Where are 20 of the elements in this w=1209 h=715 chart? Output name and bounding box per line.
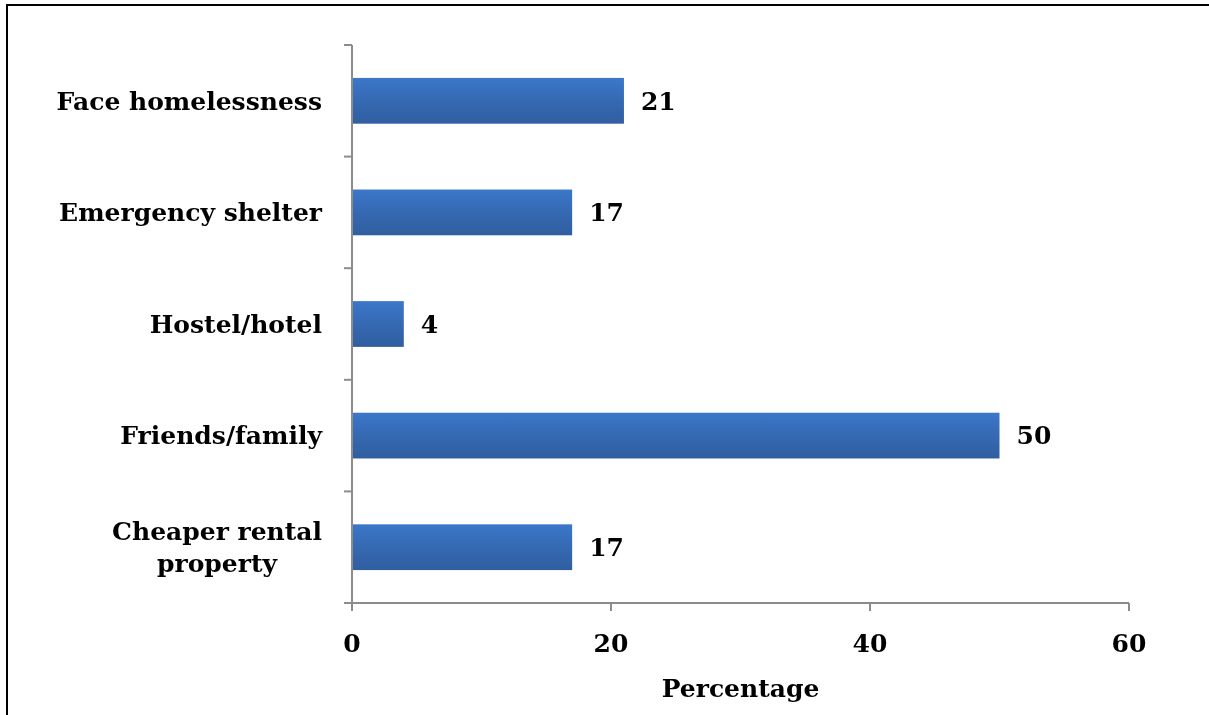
y-tick-label: Emergency shelter (59, 198, 323, 228)
bar (352, 412, 1000, 459)
y-tick-label: Hostel/hotel (149, 309, 323, 339)
y-tick-label: Cheaper rental property (112, 516, 322, 579)
x-tick-label: 60 (1111, 629, 1147, 658)
x-tick-label: 0 (343, 629, 361, 658)
data-label: 4 (420, 309, 439, 339)
y-tick-label: Face homelessness (56, 86, 322, 116)
x-axis-title: Percentage (661, 674, 820, 703)
data-label: 17 (589, 198, 624, 228)
data-label: 50 (1016, 421, 1052, 451)
bar (352, 301, 404, 347)
y-tick-label: Friends/family (120, 421, 324, 451)
data-label: 21 (640, 86, 676, 116)
x-tick-label: 40 (852, 629, 888, 658)
bar (352, 77, 624, 124)
x-tick-label: 20 (593, 629, 629, 658)
data-label: 17 (589, 532, 624, 562)
bar (352, 189, 573, 236)
bar (352, 524, 573, 571)
